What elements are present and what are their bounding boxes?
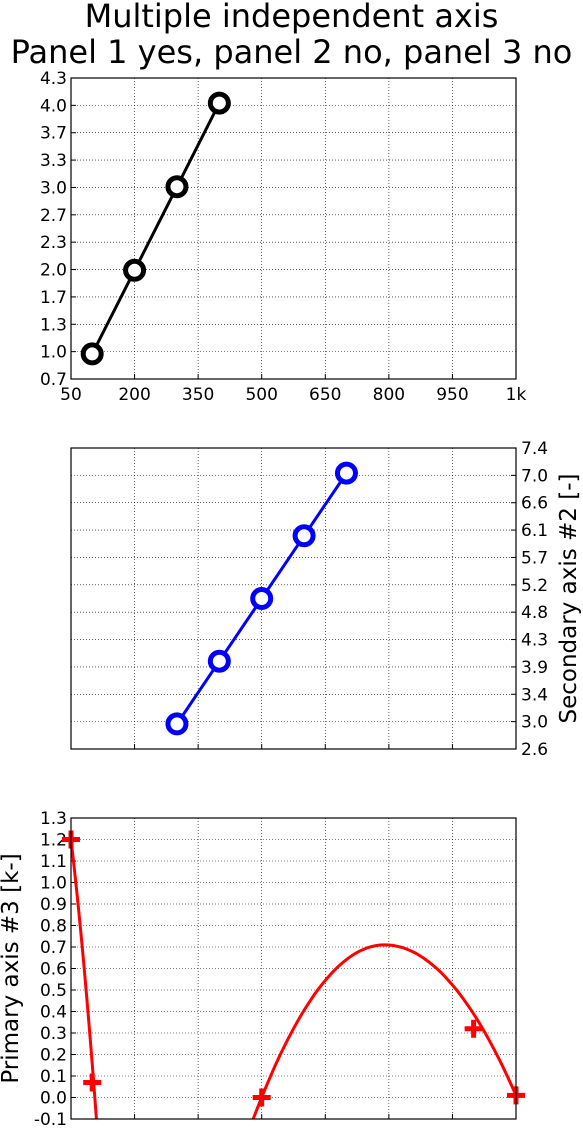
y-tick-label: 2.0 [40, 261, 67, 281]
y-axis-label: Primary axis #3 [k-] [0, 853, 24, 1083]
y-tick-label: 1.1 [40, 852, 67, 872]
data-point [250, 587, 274, 610]
series-3-curve-right [251, 943, 516, 1119]
panel-1: 0.7 1.0 1.3 1.7 2.0 2.3 2.7 3.0 3.3 3.7 4.0 4.3 50 20… [40, 69, 527, 405]
y-tick-label: 5.2 [521, 576, 548, 596]
x-tick-label: 350 [182, 385, 214, 405]
y-tick-label: 0.2 [40, 1046, 67, 1066]
x-tick-label: 950 [436, 385, 468, 405]
y-tick-label: 1.3 [40, 809, 67, 829]
y-tick-label: 0.9 [40, 895, 67, 915]
y-tick-label: 2.3 [40, 233, 67, 253]
data-point [207, 649, 231, 673]
data-point [165, 175, 189, 199]
y-axis-label: Secondary axis #2 [-] [556, 474, 582, 724]
y-tick-label: 6.1 [521, 521, 548, 541]
y-tick-label: 2.7 [40, 206, 67, 226]
y-tick-label: -0.1 [34, 1110, 67, 1130]
y-tick-label: 4.3 [40, 69, 67, 89]
chart-title-line-2: Panel 1 yes, panel 2 no, panel 3 no [10, 33, 573, 71]
panel-3: -0.10.00.10.20.30.40.50.60.70.80.91.01.1… [0, 809, 525, 1130]
y-tick-label: 0.7 [40, 370, 67, 390]
y-tick-label: 3.0 [40, 178, 67, 198]
y-tick-label: 1.7 [40, 288, 67, 308]
y-tick-label: 0.0 [40, 1089, 67, 1109]
y-tick-label: 1.0 [40, 343, 67, 363]
series-1-line [90, 102, 221, 355]
y-tick-label: 0.7 [40, 938, 67, 958]
x-tick-label: 1k [506, 385, 527, 405]
x-tick-label: 800 [373, 385, 405, 405]
data-point [292, 524, 316, 548]
y-tick-label: 7.0 [521, 466, 548, 486]
y-tick-label: 4.0 [40, 96, 67, 116]
chart-title-line-1: Multiple independent axis [84, 0, 499, 35]
series-3 [71, 839, 516, 1119]
panel-2: 2.6 3.0 3.4 3.9 4.3 4.8 5.2 5.7 6.1 6.6 7.0 7.4 Seco… [70, 439, 582, 760]
data-point [207, 91, 231, 115]
data-point [80, 342, 104, 366]
x-tick-label: 500 [245, 385, 277, 405]
x-tick-label: 200 [118, 385, 150, 405]
y-tick-label: 0.8 [40, 917, 67, 937]
y-tick-label: 1.2 [40, 831, 67, 851]
y-tick-label: 7.4 [521, 439, 548, 459]
plot-frame [70, 817, 517, 1120]
y-tick-label: 2.6 [521, 740, 548, 760]
y-tick-label: 3.7 [40, 124, 67, 144]
plot-frame [70, 77, 517, 380]
x-tick-label: 650 [309, 385, 341, 405]
data-point [123, 258, 147, 282]
y-tick-label: 0.4 [40, 1003, 67, 1023]
y-tick-label: 0.3 [40, 1024, 67, 1044]
y-tick-label: 1.3 [40, 315, 67, 335]
y-tick-label: 3.4 [521, 685, 548, 705]
y-tick-label: 3.9 [521, 658, 548, 678]
y-tick-label: 4.3 [521, 631, 548, 651]
series-1-markers [80, 91, 231, 366]
data-point [83, 1073, 102, 1092]
plot-frame [70, 447, 517, 750]
y-tick-label: 4.8 [521, 603, 548, 623]
series-1 [90, 102, 221, 355]
data-point [252, 1088, 271, 1107]
y-tick-label: 1.0 [40, 874, 67, 894]
y-tick-label: 0.5 [40, 981, 67, 1001]
series-2-markers [165, 461, 358, 736]
data-point [464, 1019, 483, 1038]
y-tick-label: 3.3 [40, 151, 67, 171]
y-tick-label: 6.6 [521, 494, 548, 514]
y-tick-label: 3.0 [521, 713, 548, 733]
data-point [334, 461, 358, 485]
data-point [165, 712, 189, 736]
y-tick-label: 0.6 [40, 960, 67, 980]
x-tick-label: 50 [60, 385, 82, 405]
y-tick-label: 5.7 [521, 548, 548, 568]
y-tick-label: 0.1 [40, 1067, 67, 1087]
